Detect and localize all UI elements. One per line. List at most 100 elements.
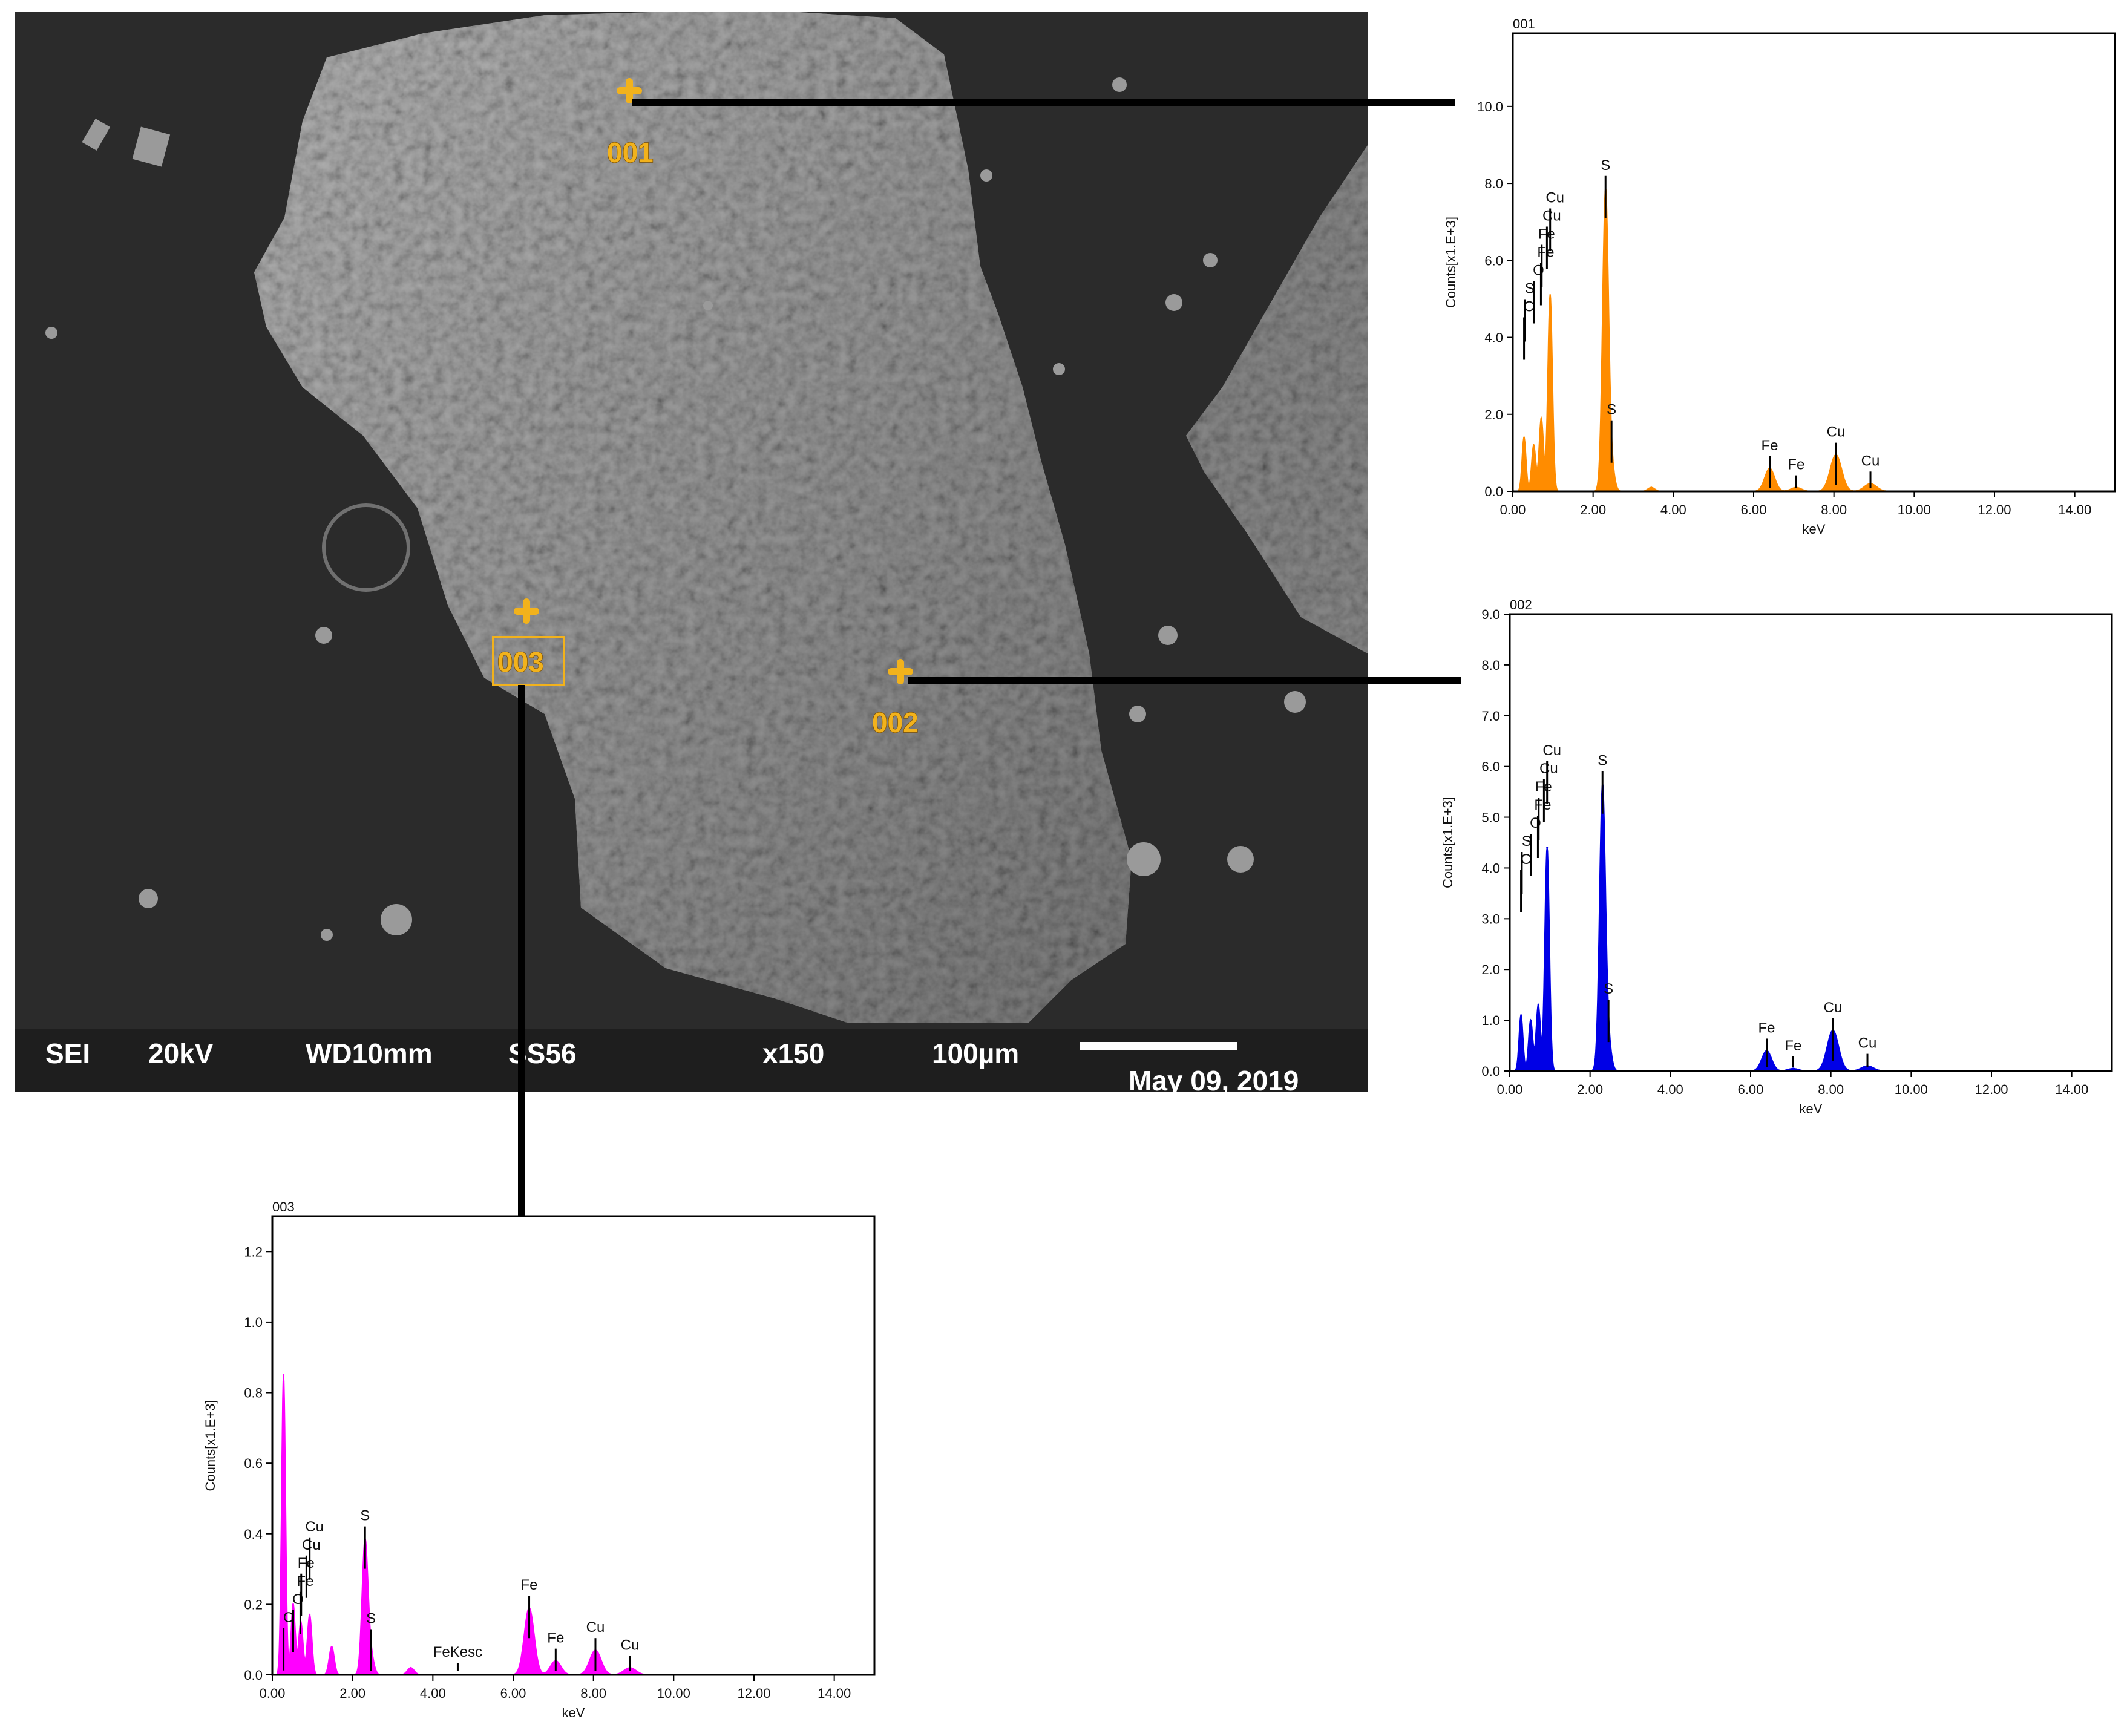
peak-point-6 — [1650, 486, 1653, 489]
y-tick-label: 0.0 — [1484, 484, 1503, 499]
spectrum-area-001 — [1513, 188, 2115, 492]
x-tick-label: 2.00 — [339, 1686, 365, 1701]
spectrum-area-002 — [1510, 783, 2112, 1072]
y-tick-label: 10.0 — [1477, 99, 1503, 114]
peak-label-fekesc: FeKesc — [433, 1644, 482, 1660]
sem-fiber-loop — [322, 503, 410, 592]
marker-003[interactable]: 003 — [492, 598, 565, 686]
sem-scale-label: 100µm — [932, 1038, 1019, 1069]
x-tick-label: 14.00 — [2055, 1082, 2088, 1097]
sem-date: May 09, 2019 — [1129, 1065, 1299, 1096]
x-tick-label: 0.00 — [1500, 502, 1526, 517]
peak-point-0 — [1520, 1014, 1522, 1017]
spectrum-id-label: 003 — [272, 1199, 295, 1214]
y-tick-label: 7.0 — [1481, 709, 1500, 724]
x-tick-label: 6.00 — [1738, 1082, 1764, 1097]
sem-working-distance: WD10mm — [306, 1038, 433, 1069]
sem-particle-right — [1186, 145, 1368, 653]
peak-point-1 — [292, 1603, 294, 1605]
peak-label-s: S — [366, 1610, 376, 1626]
peak-label-c: C — [1521, 851, 1531, 868]
x-tick-label: 2.00 — [1580, 502, 1606, 517]
sem-scale-bar — [1080, 1042, 1237, 1050]
x-tick-label: 8.00 — [1818, 1082, 1844, 1097]
eds-spectrum-002: 002 0.00 2.00 4.00 6.00 8.00 10.00 12.00 14.00 0.… — [1440, 597, 2113, 1116]
plot-frame — [1509, 613, 2113, 1072]
y-tick-label: 0.0 — [1481, 1064, 1500, 1079]
sem-micrograph: SEI 20kV WD10mm SS56 x150 100µm May 09, … — [15, 12, 1368, 1096]
peak-point-2 — [1540, 417, 1542, 419]
marker-001[interactable]: 001 — [606, 78, 654, 169]
marker-002[interactable]: 002 — [871, 659, 919, 739]
x-tick-label: 8.00 — [1821, 502, 1847, 517]
x-tick-label: 4.00 — [1660, 502, 1686, 517]
peak-point-5 — [1607, 1044, 1610, 1047]
peak-point-1 — [1532, 444, 1535, 447]
marker-003-box — [492, 636, 565, 686]
x-tick-label: 4.00 — [1657, 1082, 1683, 1097]
peak-label-c: C — [1524, 299, 1534, 315]
sem-voltage: 20kV — [148, 1038, 214, 1069]
peak-label-s: S — [1525, 281, 1535, 297]
peak-point-3 — [1549, 294, 1552, 296]
x-axis-label: keV — [562, 1705, 585, 1720]
peak-point-2 — [1537, 1004, 1539, 1006]
y-tick-label: 0.8 — [244, 1386, 263, 1401]
peak-point-0 — [1523, 436, 1526, 439]
y-tick-label: 0.2 — [244, 1597, 263, 1612]
x-tick-label: 6.00 — [500, 1686, 526, 1701]
eds-spectrum-001: 001 0.00 2.00 4.00 6.00 8.00 10.00 12.00 14.00 0.… — [1443, 16, 2116, 537]
peak-label-cu: Cu — [302, 1537, 321, 1553]
peak-label-fe: Fe — [1762, 437, 1778, 454]
peak-label-fe: Fe — [521, 1577, 538, 1593]
peak-label-s: S — [1604, 981, 1613, 997]
peak-label-cu: Cu — [1824, 1000, 1843, 1016]
peak-label-cu: Cu — [1861, 453, 1880, 469]
sem-magnification: x150 — [762, 1038, 824, 1069]
peak-label-s: S — [360, 1508, 370, 1524]
x-tick-label: 14.00 — [2058, 502, 2091, 517]
y-tick-label: 0.4 — [244, 1527, 263, 1542]
peak-label-fe: Fe — [1758, 1020, 1775, 1036]
spectrum-id-label: 002 — [1510, 597, 1532, 612]
x-tick-label: 4.00 — [420, 1686, 446, 1701]
peak-label-fe: Fe — [1537, 244, 1554, 261]
spectrum-area-003 — [272, 1375, 874, 1675]
x-tick-label: 12.00 — [1975, 1082, 2008, 1097]
peak-label-cu: Cu — [1539, 761, 1558, 777]
y-axis-label: Counts[x1.E+3] — [1443, 217, 1458, 308]
peak-label-cu: Cu — [1545, 190, 1564, 206]
spectrum-id-label: 001 — [1513, 16, 1535, 31]
x-tick-label: 10.00 — [657, 1686, 690, 1701]
y-tick-label: 6.0 — [1481, 759, 1500, 775]
x-axis-label: keV — [1803, 522, 1826, 537]
y-tick-label: 0.0 — [244, 1668, 263, 1683]
peak-point-3 — [309, 1614, 311, 1616]
x-tick-label: 8.00 — [580, 1686, 606, 1701]
marker-002-label: 002 — [872, 707, 919, 738]
plot-frame — [1512, 32, 2116, 493]
x-tick-label: 12.00 — [1978, 502, 2011, 517]
peak-label-cu: Cu — [586, 1619, 605, 1636]
marker-003-label: 003 — [497, 646, 544, 678]
peak-point-7 — [1792, 1067, 1794, 1070]
peak-label-fe: Fe — [1788, 457, 1804, 473]
peak-label-fe: Fe — [1534, 797, 1551, 813]
peak-label-fe: Fe — [1785, 1038, 1801, 1054]
plot-frame — [271, 1215, 876, 1676]
y-tick-label: 9.0 — [1481, 607, 1500, 622]
sem-info-bar — [15, 1029, 1368, 1092]
y-axis-label: Counts[x1.E+3] — [203, 1400, 218, 1491]
x-tick-label: 2.00 — [1577, 1082, 1603, 1097]
connector-lines — [518, 99, 1461, 1216]
y-tick-label: 0.6 — [244, 1456, 263, 1471]
x-tick-label: 6.00 — [1741, 502, 1767, 517]
y-tick-label: 3.0 — [1481, 911, 1500, 926]
x-tick-label: 10.00 — [1898, 502, 1931, 517]
peak-label-cu: Cu — [1827, 424, 1846, 441]
peak-point-7 — [410, 1666, 412, 1669]
y-tick-label: 6.0 — [1484, 253, 1503, 268]
peak-point-5 — [1610, 467, 1613, 470]
x-axis-label: keV — [1800, 1101, 1823, 1116]
